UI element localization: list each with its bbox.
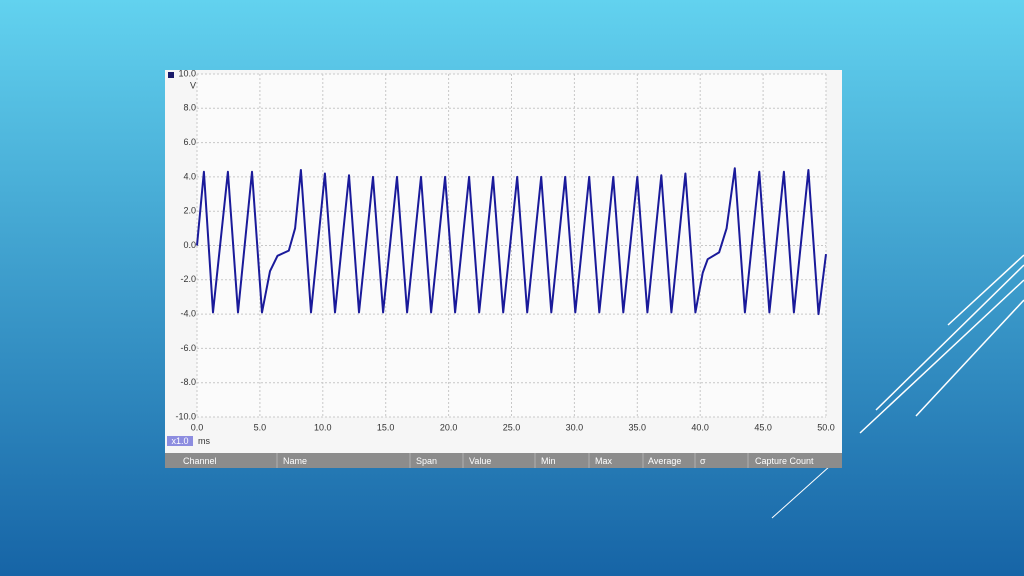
- column-header: Value: [469, 456, 491, 466]
- x-tick-label: 15.0: [377, 422, 395, 432]
- column-header: Capture Count: [755, 456, 814, 466]
- y-tick-label: -8.0: [180, 377, 196, 387]
- column-header: Span: [416, 456, 437, 466]
- waveform: [196, 167, 827, 316]
- zoom-box[interactable]: [167, 436, 193, 446]
- y-tick-label: 0.0: [183, 240, 196, 250]
- y-tick-label: 8.0: [183, 103, 196, 113]
- x-tick-label: 0.0: [191, 422, 204, 432]
- y-tick-label: -4.0: [180, 308, 196, 318]
- y-tick-label: -2.0: [180, 274, 196, 284]
- zoom-label: x1.0: [171, 436, 188, 446]
- x-tick-label: 20.0: [440, 422, 458, 432]
- x-tick-label: 45.0: [754, 422, 772, 432]
- x-tick-label: 5.0: [254, 422, 267, 432]
- column-header: Max: [595, 456, 613, 466]
- plot-area: [197, 74, 826, 417]
- x-unit: ms: [198, 436, 210, 446]
- column-header: Min: [541, 456, 556, 466]
- x-tick-label: 30.0: [566, 422, 584, 432]
- y-tick-label: -10.0: [175, 411, 196, 421]
- x-tick-label: 10.0: [314, 422, 332, 432]
- column-header: Channel: [183, 456, 217, 466]
- column-header: σ: [700, 456, 706, 466]
- x-tick-label: 50.0: [817, 422, 835, 432]
- decoration: [771, 254, 1024, 519]
- y-tick-label: 2.0: [183, 206, 196, 216]
- measurements-header: [165, 453, 842, 468]
- y-tick-label: 6.0: [183, 137, 196, 147]
- y-tick-label: 4.0: [183, 171, 196, 181]
- x-tick-label: 40.0: [691, 422, 709, 432]
- column-header: Average: [648, 456, 681, 466]
- y-unit: V: [190, 80, 196, 90]
- column-header: Name: [283, 456, 307, 466]
- x-tick-label: 35.0: [629, 422, 647, 432]
- y-tick-label: -6.0: [180, 343, 196, 353]
- y-tick-label: 10.0: [178, 68, 196, 78]
- x-tick-label: 25.0: [503, 422, 521, 432]
- channel-marker: [168, 72, 174, 78]
